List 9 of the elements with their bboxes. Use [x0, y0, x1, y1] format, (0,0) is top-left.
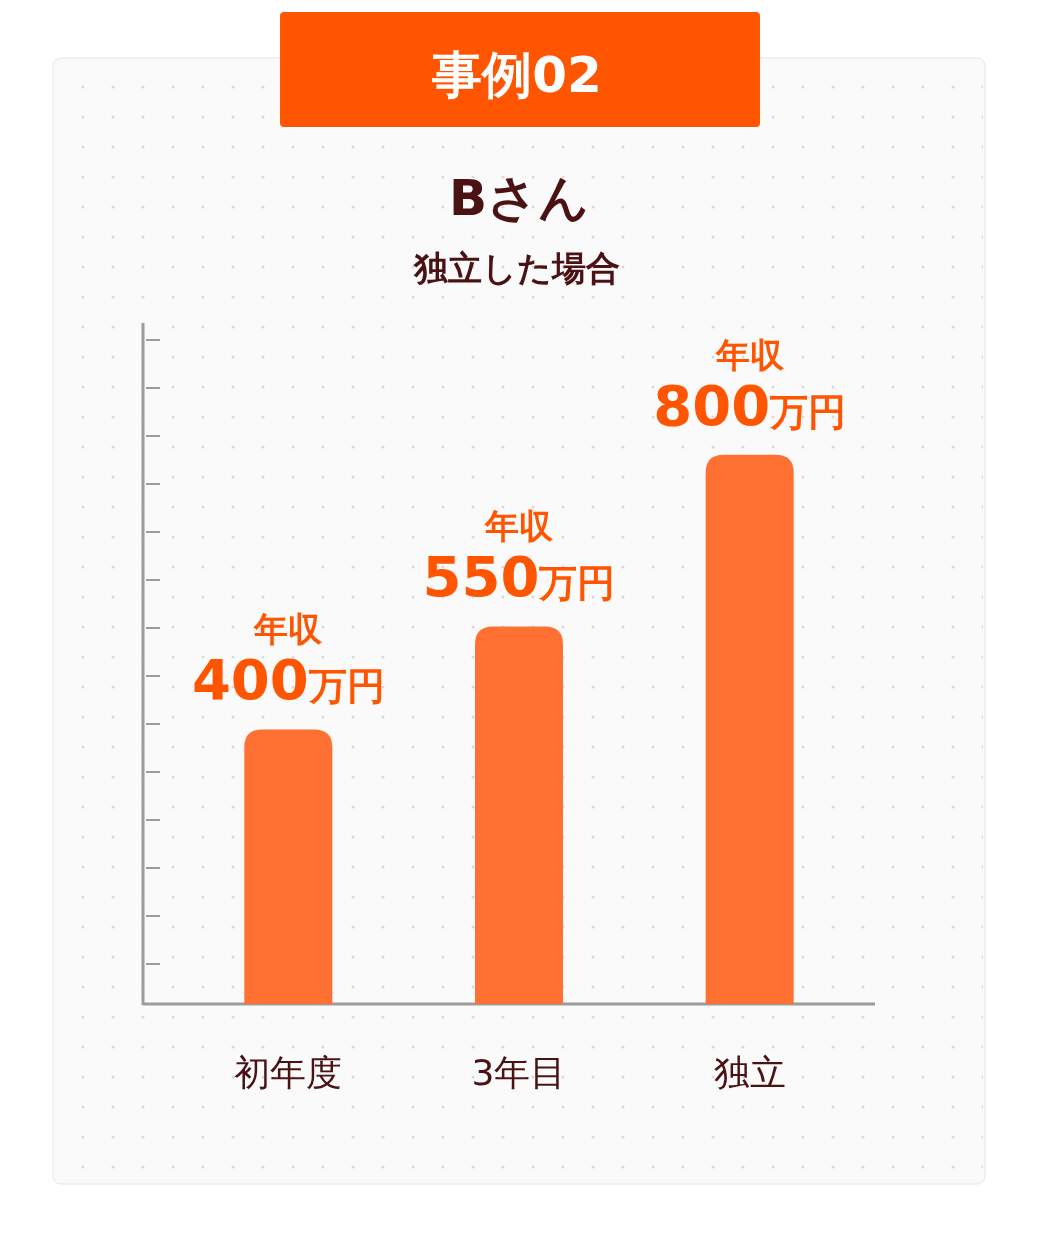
data-label: 年収 800万円	[653, 334, 847, 438]
x-tick-label: 独立	[713, 1052, 786, 1093]
x-tick-label: 3年目	[471, 1052, 567, 1093]
data-label: 年収 550万円	[422, 506, 616, 610]
x-tick-label: 初年度	[234, 1052, 343, 1093]
chart-subtitle: 独立した場合	[413, 248, 620, 288]
annotation: 事例02	[280, 12, 760, 127]
data-label: 年収 400万円	[191, 609, 385, 713]
chart-title: Bさん	[448, 169, 590, 227]
